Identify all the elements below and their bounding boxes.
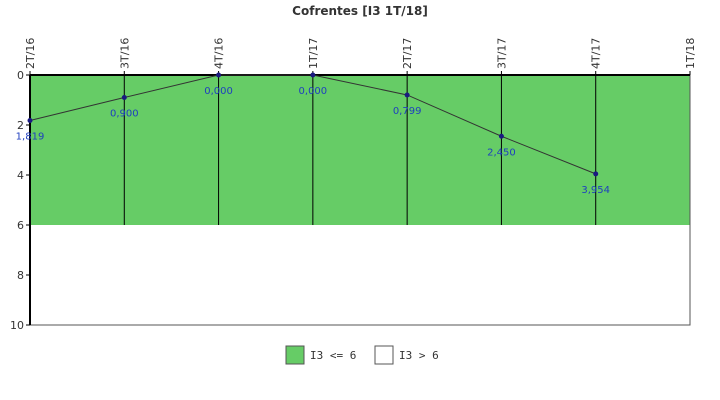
data-point xyxy=(216,72,222,78)
legend: I3 <= 6 I3 > 6 xyxy=(285,345,439,365)
x-tick-labels: 2T/16 3T/16 4T/16 1T/17 2T/17 3T/17 4T/17 1T/18 xyxy=(24,38,697,75)
band-0 xyxy=(30,75,690,225)
data-label: 0,900 xyxy=(110,109,139,120)
data-label: 0,000 xyxy=(299,86,328,97)
data-point xyxy=(310,72,316,78)
data-label: 3,954 xyxy=(581,185,610,196)
x-tick-label: 2T/16 xyxy=(24,38,37,69)
x-tick-label: 1T/18 xyxy=(684,38,697,69)
legend-item: I3 <= 6 xyxy=(285,345,356,365)
x-tick-label: 3T/16 xyxy=(118,38,131,69)
y-tick-label: 2 xyxy=(17,119,24,132)
band-1 xyxy=(30,225,690,325)
data-point xyxy=(27,117,33,123)
x-tick-label: 4T/16 xyxy=(213,38,226,69)
series-layer: 1,819 0,900 0,000 0,000 0,799 2,450 3,954 xyxy=(16,72,610,196)
chart-title: Cofrentes [I3 1T/18] xyxy=(292,4,428,18)
data-point xyxy=(404,92,410,98)
axes xyxy=(29,74,691,326)
y-tick-label: 10 xyxy=(10,319,24,332)
data-label: 2,450 xyxy=(487,147,516,158)
x-tick-label: 3T/17 xyxy=(495,38,508,69)
legend-label: I3 > 6 xyxy=(399,349,439,362)
x-tick-label: 1T/17 xyxy=(307,38,320,69)
band-layer xyxy=(30,75,690,325)
y-tick-label: 4 xyxy=(17,169,24,182)
y-tick-label: 8 xyxy=(17,269,24,282)
data-label: 0,000 xyxy=(204,86,233,97)
x-tick-label: 2T/17 xyxy=(401,38,414,69)
legend-item: I3 > 6 xyxy=(374,345,439,365)
data-point xyxy=(593,171,599,177)
data-label: 1,819 xyxy=(16,131,45,142)
y-tick-label: 0 xyxy=(17,69,24,82)
data-point xyxy=(498,133,504,139)
data-label: 0,799 xyxy=(393,106,422,117)
legend-swatch xyxy=(374,345,394,365)
x-tick-label: 4T/17 xyxy=(590,38,603,69)
data-point xyxy=(121,95,127,100)
y-tick-label: 6 xyxy=(17,219,24,232)
legend-label: I3 <= 6 xyxy=(310,349,356,362)
legend-swatch xyxy=(285,345,305,365)
y-tick-labels: 0 2 4 6 8 10 xyxy=(10,69,30,332)
